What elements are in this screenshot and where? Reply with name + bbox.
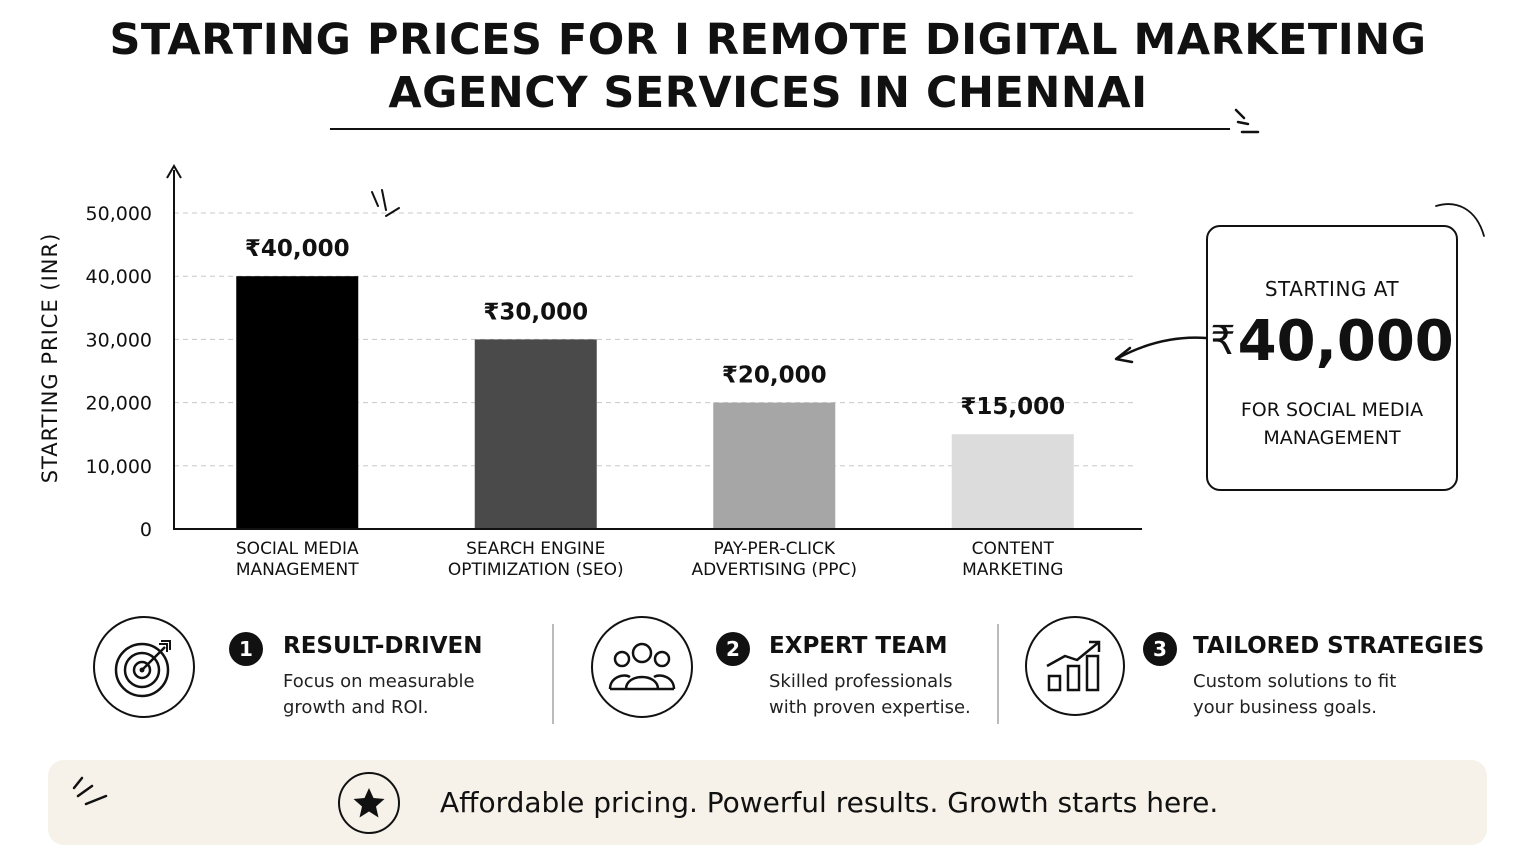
value-label: ₹30,000 xyxy=(483,299,588,325)
bar xyxy=(713,402,836,529)
category-label: ADVERTISING (PPC) xyxy=(691,560,857,580)
y-tick-labels: 0 10,000 20,000 30,000 40,000 50,000 xyxy=(86,203,152,541)
price-callout: STARTING AT ₹40,000 FOR SOCIAL MEDIA MAN… xyxy=(1206,225,1458,491)
bars xyxy=(236,276,1074,529)
growth-chart-icon xyxy=(1025,616,1125,716)
tagline-banner: Affordable pricing. Powerful results. Gr… xyxy=(48,760,1487,845)
y-tick-label: 50,000 xyxy=(86,203,152,225)
feature-divider xyxy=(997,624,999,724)
title-underline xyxy=(330,128,1230,130)
bar xyxy=(474,339,597,529)
feature-title: RESULT-DRIVEN xyxy=(283,633,483,659)
value-label: ₹15,000 xyxy=(960,394,1065,420)
category-label: SOCIAL MEDIA xyxy=(236,539,359,559)
y-axis-label: STARTING PRICE (INR) xyxy=(38,233,62,484)
y-axis-arrow xyxy=(166,164,182,179)
sparkle-decoration-banner xyxy=(72,776,108,806)
feature-title: TAILORED STRATEGIES xyxy=(1193,633,1485,659)
feature-expert-team: 2 EXPERT TEAM Skilled professionals with… xyxy=(591,612,991,727)
bar xyxy=(951,434,1074,529)
feature-number: 1 xyxy=(229,632,263,666)
category-label: PAY-PER-CLICK xyxy=(713,539,835,559)
callout-suffix: FOR SOCIAL MEDIA MANAGEMENT xyxy=(1240,399,1424,449)
feature-result-driven: 1 RESULT-DRIVEN Focus on measurable grow… xyxy=(93,612,533,727)
y-tick-label: 30,000 xyxy=(86,329,152,351)
y-tick-label: 10,000 xyxy=(86,456,152,478)
value-labels: ₹40,000 ₹30,000 ₹20,000 ₹15,000 xyxy=(245,236,1065,420)
category-label: MANAGEMENT xyxy=(236,560,359,580)
currency-symbol: ₹ xyxy=(1210,318,1236,364)
y-tick-label: 0 xyxy=(140,519,152,541)
category-label: MARKETING xyxy=(962,560,1063,580)
y-tick-label: 40,000 xyxy=(86,266,152,288)
feature-divider xyxy=(552,624,554,724)
feature-description: Skilled professionals with proven expert… xyxy=(769,671,971,718)
callout-arrow xyxy=(1114,336,1208,364)
feature-description: Custom solutions to fit your business go… xyxy=(1193,671,1397,718)
callout-price: ₹40,000 xyxy=(1208,309,1456,374)
target-icon xyxy=(93,616,195,718)
tagline-text: Affordable pricing. Powerful results. Gr… xyxy=(440,786,1219,819)
sparkle-decoration-title xyxy=(1234,108,1260,134)
feature-number: 2 xyxy=(716,632,750,666)
value-label: ₹20,000 xyxy=(722,363,827,389)
callout-prefix: STARTING AT xyxy=(1264,277,1400,301)
category-label: SEARCH ENGINE xyxy=(466,539,605,559)
y-tick-label: 20,000 xyxy=(86,393,152,415)
category-label: OPTIMIZATION (SEO) xyxy=(448,560,624,580)
title-line-1: STARTING PRICES FOR I REMOTE DIGITAL MAR… xyxy=(109,15,1427,65)
feature-description: Focus on measurable growth and ROI. xyxy=(283,671,475,718)
value-label: ₹40,000 xyxy=(245,236,350,262)
feature-number: 3 xyxy=(1143,632,1177,666)
feature-tailored-strategies: 3 TAILORED STRATEGIES Custom solutions t… xyxy=(1025,612,1484,727)
category-label: CONTENT xyxy=(972,539,1055,559)
bar xyxy=(236,276,359,529)
title-line-2: AGENCY SERVICES IN CHENNAI xyxy=(388,68,1148,118)
star-icon xyxy=(338,772,400,834)
team-icon xyxy=(591,616,693,718)
sparkle-decoration-chart xyxy=(371,189,400,217)
callout-amount: 40,000 xyxy=(1237,309,1454,374)
page-title: STARTING PRICES FOR I REMOTE DIGITAL MAR… xyxy=(0,14,1536,120)
axes xyxy=(166,164,1142,530)
sparkle-decoration-callout xyxy=(1435,203,1485,237)
feature-title: EXPERT TEAM xyxy=(769,633,948,659)
